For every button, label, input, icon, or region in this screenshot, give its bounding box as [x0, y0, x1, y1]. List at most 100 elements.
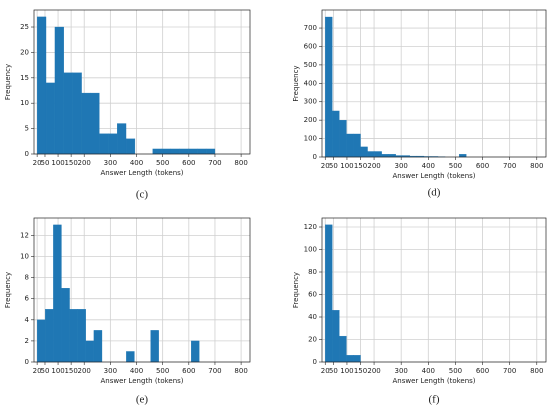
y-tick-label: 8 — [25, 274, 29, 282]
x-tick-label: 500 — [449, 162, 462, 170]
bar — [93, 330, 103, 363]
y-tick-label: 500 — [304, 61, 317, 69]
bar — [77, 309, 86, 363]
x-tick-label: 300 — [104, 159, 117, 167]
bar — [339, 335, 347, 363]
bar — [179, 148, 189, 155]
bar — [346, 133, 354, 158]
bar — [360, 146, 368, 158]
x-tick-label: 700 — [208, 367, 221, 375]
caption: (d) — [428, 187, 441, 199]
x-tick-label: 50 — [41, 367, 50, 375]
y-tick-label: 0 — [313, 358, 317, 366]
y-tick-label: 20 — [20, 48, 29, 56]
plot-frame — [33, 9, 251, 155]
y-tick-label: 0 — [25, 150, 29, 158]
bar — [36, 16, 47, 155]
caption: (e) — [136, 394, 149, 406]
x-tick-label: 50 — [329, 162, 338, 170]
x-axis-label: Answer Length (tokens) — [392, 172, 475, 180]
x-tick-label: 100 — [51, 159, 64, 167]
bar — [108, 133, 118, 155]
x-tick-label: 200 — [367, 162, 380, 170]
x-tick-label: 200 — [78, 367, 91, 375]
y-tick-label: 400 — [304, 79, 317, 87]
y-tick-label: 10 — [20, 99, 29, 107]
x-tick-label: 600 — [476, 162, 489, 170]
x-tick-label: 20 — [321, 162, 330, 170]
x-tick-label: 150 — [354, 367, 367, 375]
bar — [374, 151, 382, 158]
x-tick-label: 400 — [130, 159, 143, 167]
y-tick-label: 40 — [308, 313, 317, 321]
y-tick-label: 6 — [25, 295, 30, 303]
x-axis-label: Answer Length (tokens) — [100, 377, 183, 385]
x-tick-label: 500 — [156, 367, 169, 375]
bar — [170, 148, 180, 155]
y-tick-label: 10 — [20, 253, 29, 261]
bar — [381, 154, 389, 158]
bar — [54, 26, 64, 155]
bar — [346, 355, 354, 363]
bar — [197, 148, 207, 155]
bar — [367, 151, 375, 158]
caption: (c) — [136, 189, 149, 201]
bar — [69, 309, 78, 363]
x-tick-label: 20 — [33, 367, 42, 375]
bar — [161, 148, 171, 155]
y-tick-label: 700 — [304, 24, 317, 32]
bar — [126, 351, 135, 363]
x-tick-label: 400 — [422, 162, 435, 170]
y-axis-label: Frequency — [4, 64, 12, 100]
x-tick-label: 700 — [503, 367, 516, 375]
x-tick-label: 800 — [530, 367, 543, 375]
y-tick-label: 2 — [25, 337, 29, 345]
y-tick-label: 100 — [304, 135, 317, 143]
bar — [81, 92, 91, 155]
x-tick-label: 400 — [422, 367, 435, 375]
bar — [150, 330, 159, 363]
y-tick-label: 25 — [20, 23, 29, 31]
y-tick-label: 300 — [304, 98, 317, 106]
bar — [325, 16, 333, 158]
plot-frame — [321, 9, 547, 158]
x-tick-label: 100 — [340, 162, 353, 170]
x-tick-label: 50 — [329, 367, 338, 375]
y-tick-label: 20 — [308, 336, 317, 344]
bar — [61, 288, 70, 363]
y-tick-label: 600 — [304, 42, 317, 50]
y-tick-label: 200 — [304, 116, 317, 124]
bar — [388, 154, 396, 158]
y-tick-label: 120 — [304, 223, 317, 231]
x-tick-label: 150 — [64, 367, 77, 375]
bar — [353, 355, 361, 363]
x-tick-label: 300 — [104, 367, 117, 375]
bar — [339, 120, 347, 158]
x-tick-label: 400 — [130, 367, 143, 375]
x-tick-label: 700 — [208, 159, 221, 167]
x-tick-label: 150 — [64, 159, 77, 167]
bar — [191, 340, 200, 363]
bar — [332, 110, 340, 158]
x-tick-label: 600 — [476, 367, 489, 375]
x-tick-label: 500 — [156, 159, 169, 167]
bar — [72, 72, 82, 155]
bar — [152, 148, 162, 155]
bar — [90, 92, 100, 155]
bar — [332, 310, 340, 363]
bar — [188, 148, 198, 155]
plot-frame — [321, 217, 547, 363]
x-tick-label: 600 — [182, 159, 195, 167]
bar — [53, 224, 62, 363]
x-axis-label: Answer Length (tokens) — [392, 377, 475, 385]
bar — [325, 224, 333, 363]
x-tick-label: 50 — [41, 159, 50, 167]
y-axis-label: Frequency — [292, 65, 300, 101]
bar — [45, 82, 56, 155]
bar — [99, 133, 109, 155]
x-tick-label: 200 — [367, 367, 380, 375]
